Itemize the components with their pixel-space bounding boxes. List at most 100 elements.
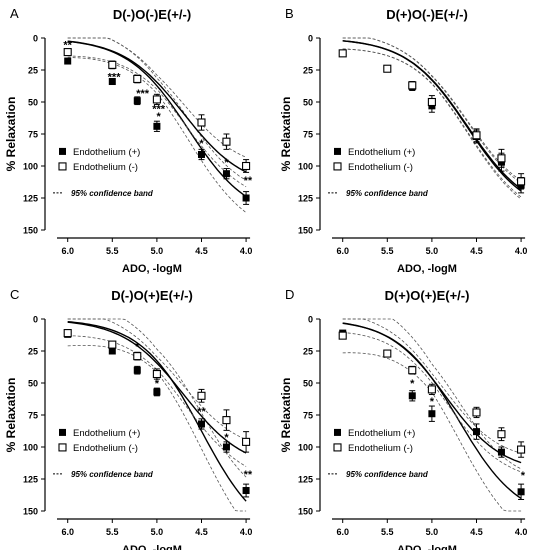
confidence-band-lower [342,48,522,198]
x-tick-label: 6.0 [336,246,349,256]
data-point-endothelium-minus [338,49,347,58]
data-point-endothelium-minus [222,416,231,425]
data-point-endothelium-plus [472,428,480,436]
y-tick-label: 100 [23,162,38,172]
confidence-band-upper [342,318,522,470]
data-point-endothelium-plus [153,388,161,396]
x-tick-label: 5.0 [426,246,439,256]
x-axis-label: ADO, -logM [397,544,457,550]
y-tick-label: 100 [23,443,38,453]
x-tick-label: 4.5 [470,246,483,256]
data-point-endothelium-plus [408,392,416,400]
y-tick-label: 25 [28,66,38,76]
data-point-endothelium-plus [108,347,116,355]
data-point-endothelium-plus [428,410,436,418]
legend-band-label: 95% confidence band [346,189,429,198]
confidence-band-lower [67,55,247,188]
legend-band-label: 95% confidence band [71,189,154,198]
data-point-endothelium-plus [242,194,250,202]
data-point-endothelium-plus [222,443,230,451]
significance-mark: *** [152,103,166,115]
data-point-endothelium-plus [197,150,205,158]
x-tick-label: 4.0 [240,527,253,537]
panel-title: D(+)O(-)E(+/-) [386,7,468,22]
panel-d: D D(+)O(+)E(+/-) 0 25 50 75 100 125 150 6.0 5.5 5.0… [279,287,527,550]
legend-label: Endothelium (-) [73,162,138,173]
confidence-band-upper [342,318,522,454]
panel-a: A D(-)O(-)E(+/-) 0 25 50 75 100 125 150 6.0 5.5 5.0… [4,6,253,275]
legend-marker-filled [334,428,341,436]
panel-b: B D(+)O(-)E(+/-) 0 25 50 75 100 125 150 6.0 5.5 5.0… [279,6,527,275]
x-tick-label: 4.5 [195,246,208,256]
legend-band-label: 95% confidence band [71,470,154,479]
legend-band-label: 95% confidence band [346,470,429,479]
data-point-endothelium-minus [472,131,481,140]
data-point-endothelium-minus [408,366,417,375]
y-tick-label: 25 [28,347,38,357]
y-tick-label: 100 [298,443,313,453]
fit-curve [67,40,247,173]
x-tick-label: 5.5 [381,246,394,256]
y-tick-label: 50 [28,379,38,389]
data-point-endothelium-minus [383,349,392,358]
y-tick-label: 0 [308,34,313,44]
y-tick-label: 150 [298,507,313,517]
y-tick-label: 150 [298,226,313,236]
y-axis-label: % Relaxation [4,378,18,453]
data-point-endothelium-minus [133,74,142,84]
confidence-band-upper [67,37,247,181]
significance-mark: * [224,432,229,444]
y-tick-label: 150 [23,507,38,517]
data-point-endothelium-minus [408,81,417,90]
significance-mark: * [199,138,204,150]
legend-marker-filled [334,147,341,155]
data-point-endothelium-minus [197,118,206,127]
significance-mark: * [521,470,526,482]
data-point-endothelium-minus [383,64,392,73]
panel-title: D(+)O(+)E(+/-) [385,288,470,303]
data-point-endothelium-minus [133,352,142,361]
data-point-endothelium-minus [108,340,117,349]
y-tick-label: 25 [303,347,313,357]
data-point-endothelium-plus [242,487,250,495]
data-point-endothelium-minus [497,430,506,439]
y-tick-label: 125 [23,194,38,204]
y-tick-label: 0 [308,315,313,325]
data-point-endothelium-minus [427,385,436,394]
legend-label: Endothelium (-) [348,443,413,454]
confidence-band-lower [67,57,247,213]
data-point-endothelium-minus [63,48,72,57]
x-tick-label: 5.5 [106,246,119,256]
data-point-endothelium-minus [222,137,231,146]
x-tick-label: 5.5 [381,527,394,537]
significance-mark: * [157,111,162,123]
significance-mark: * [135,341,140,353]
legend-marker-filled [59,147,66,155]
data-point-endothelium-minus [242,161,251,171]
data-point-endothelium-minus [517,445,526,454]
x-tick-label: 5.0 [151,527,164,537]
x-tick-label: 5.0 [426,527,439,537]
y-tick-label: 125 [298,194,313,204]
data-point-endothelium-minus [427,97,436,107]
legend-marker-filled [59,428,66,436]
data-point-endothelium-plus [222,170,230,178]
significance-mark: * [410,378,415,390]
y-tick-label: 75 [28,411,38,421]
data-point-endothelium-minus [497,154,506,163]
x-tick-label: 6.0 [336,527,349,537]
confidence-band-upper [342,37,522,182]
confidence-band-lower [67,335,247,467]
data-point-endothelium-minus [63,329,72,338]
y-axis-label: % Relaxation [4,97,18,172]
data-point-endothelium-plus [108,78,116,86]
significance-mark: ** [197,406,206,418]
x-tick-label: 4.5 [470,527,483,537]
confidence-band-lower [342,332,522,473]
confidence-band-upper [67,318,247,440]
legend-label: Endothelium (-) [348,162,413,173]
legend-label: Endothelium (+) [73,147,140,158]
x-tick-label: 6.0 [61,527,74,537]
panel-title: D(-)O(+)E(+/-) [111,288,193,303]
